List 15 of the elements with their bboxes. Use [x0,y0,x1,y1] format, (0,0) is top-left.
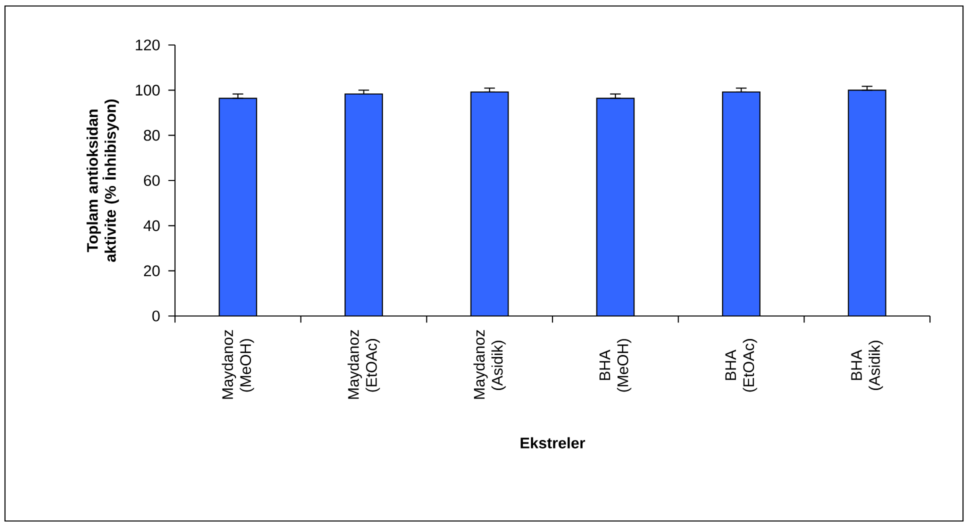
y-tick-label: 0 [152,310,160,322]
x-tick-label: BHA (EtOAc) [725,339,758,392]
x-tick-label: Maydanoz (Asidik) [473,330,506,399]
y-tick-label: 120 [136,40,160,50]
x-tick-label: Maydanoz (MeOH) [222,330,254,399]
y-axis-title: Toplam antioksidan aktivite (% İnhibisyon) [86,99,119,262]
y-tick-label: 80 [144,130,160,141]
x-axis-title: Ekstreler [520,437,586,448]
x-tick-label: Maydanoz (EtOAc) [348,330,380,399]
y-tick-label: 40 [144,220,160,232]
x-tick-label: BHA (MeOH) [600,339,632,392]
x-tick-label: BHA (Asidik) [851,340,883,390]
y-tick-label: 100 [136,84,160,96]
y-tick-label: 20 [144,265,160,276]
y-tick-label: 60 [144,175,160,186]
